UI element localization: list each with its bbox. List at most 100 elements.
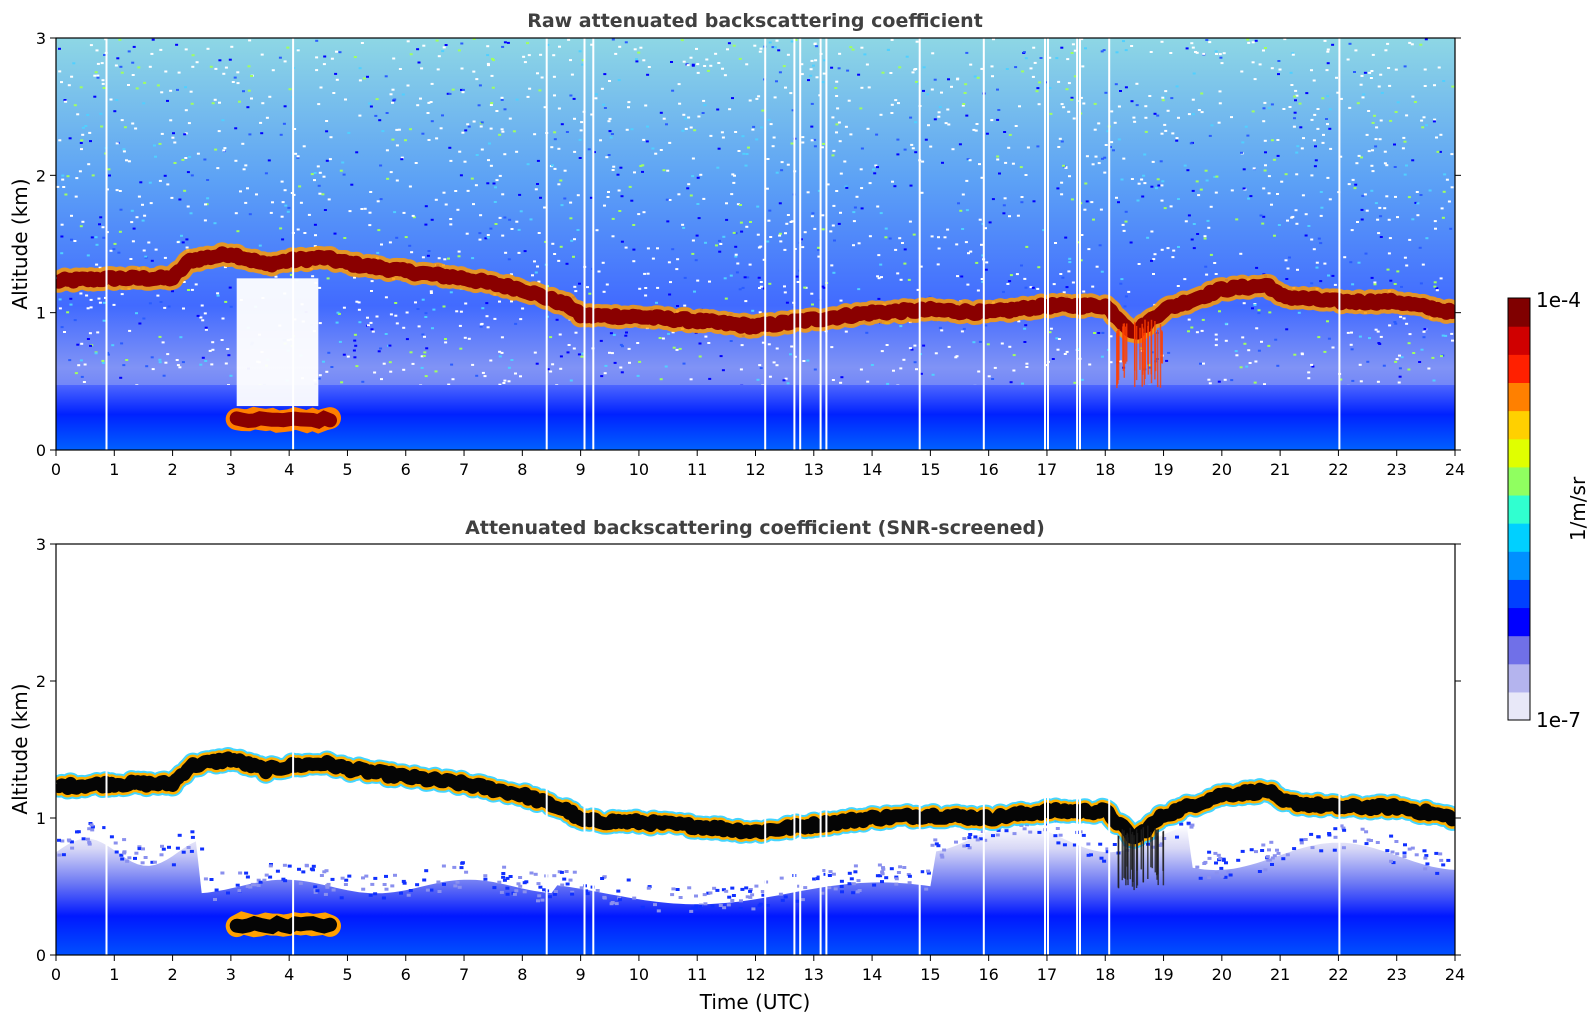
colorbar-cell [1508,579,1530,609]
x-tick-label: 19 [1153,965,1173,984]
x-tick-label: 3 [226,460,236,479]
raw-y-axis-label: Altitude (km) [8,178,32,309]
colorbar-scale [1508,298,1530,721]
raw-low-cloud [229,410,337,430]
x-tick-label: 15 [920,965,940,984]
colorbar-cell [1508,326,1530,355]
x-tick-label: 1 [109,460,119,479]
y-tick-label: 0 [36,946,46,965]
x-tick-label: 2 [167,460,177,479]
x-tick-label: 14 [862,965,882,984]
screened-speckle [57,808,1451,913]
raw-noise-speckle [56,38,1455,411]
x-tick-label: 0 [51,460,61,479]
x-tick-label: 24 [1445,965,1465,984]
x-tick-label: 4 [284,460,294,479]
raw-data-dropouts [105,38,1341,450]
x-tick-label: 6 [401,460,411,479]
raw-panel-title: Raw attenuated backscattering coefficien… [527,10,983,32]
x-tick-label: 0 [51,965,61,984]
x-tick-label: 23 [1387,460,1407,479]
x-tick-label: 9 [576,460,586,479]
y-tick-label: 1 [36,809,46,828]
x-tick-label: 11 [687,965,707,984]
x-tick-label: 17 [1037,460,1057,479]
panel-raw: Raw attenuated backscattering coefficien… [8,10,1465,479]
x-tick-label: 4 [284,965,294,984]
colorbar-cell [1508,523,1530,552]
y-tick-label: 3 [36,535,46,554]
x-tick-label: 19 [1153,460,1173,479]
raw-cloud-layer [56,246,1455,340]
colorbar-cell [1508,691,1530,721]
x-tick-label: 5 [342,965,352,984]
screened-low-cloud [229,915,337,935]
colorbar-max-label: 1e-4 [1536,288,1581,312]
x-tick-label: 12 [745,965,765,984]
x-tick-label: 15 [920,460,940,479]
x-tick-label: 13 [804,965,824,984]
colorbar-frame [1507,297,1531,721]
colorbar-cell [1508,607,1530,637]
colorbar-cell [1508,551,1530,580]
y-tick-label: 0 [36,441,46,460]
screened-y-axis-label: Altitude (km) [8,683,32,814]
x-axis-label: Time (UTC) [699,990,811,1014]
x-tick-label: 24 [1445,460,1465,479]
x-tick-label: 7 [459,965,469,984]
x-tick-label: 21 [1270,965,1290,984]
x-tick-label: 8 [517,460,527,479]
x-tick-label: 11 [687,460,707,479]
screened-y-axis: 0 1 2 3 [36,535,1461,965]
x-tick-label: 10 [629,460,649,479]
x-tick-label: 18 [1095,965,1115,984]
colorbar-cell [1508,354,1530,383]
colorbar-cell [1508,466,1530,496]
screened-data-dropouts [105,544,1341,955]
x-tick-label: 6 [401,965,411,984]
x-tick-label: 16 [978,460,998,479]
screened-precipitation [1117,825,1165,891]
x-tick-label: 22 [1328,965,1348,984]
x-tick-label: 20 [1212,460,1232,479]
raw-y-axis: 0 1 2 3 [36,29,1461,460]
panel-screened: Attenuated backscattering coefficient (S… [8,517,1465,1014]
x-tick-label: 18 [1095,460,1115,479]
colorbar-cell [1508,298,1530,327]
raw-precipitation [1116,319,1163,389]
colorbar: 1e-4 1e-7 1/m/sr [1507,288,1590,732]
y-tick-label: 1 [36,304,46,323]
y-tick-label: 3 [36,29,46,48]
y-tick-label: 2 [36,672,46,691]
screened-boundary-layer [56,824,1455,955]
x-tick-label: 20 [1212,965,1232,984]
x-tick-label: 10 [629,965,649,984]
x-tick-label: 13 [804,460,824,479]
raw-x-axis: 0 1 2 3 4 5 6 7 8 9 10 11 12 13 14 15 16 17 18 19 20 21 22 23 24 [51,450,1465,479]
x-tick-label: 3 [226,965,236,984]
colorbar-cell [1508,663,1530,693]
colorbar-cell [1508,382,1530,412]
x-tick-label: 22 [1328,460,1348,479]
colorbar-unit-label: 1/m/sr [1566,476,1590,541]
x-tick-label: 12 [745,460,765,479]
screened-cloud-layer [56,751,1455,845]
x-tick-label: 7 [459,460,469,479]
screened-panel-title: Attenuated backscattering coefficient (S… [465,517,1045,539]
y-tick-label: 2 [36,166,46,185]
x-tick-label: 5 [342,460,352,479]
colorbar-cell [1508,410,1530,440]
x-tick-label: 14 [862,460,882,479]
x-tick-label: 16 [978,965,998,984]
colorbar-cell [1508,494,1530,524]
x-tick-label: 9 [576,965,586,984]
colorbar-min-label: 1e-7 [1536,708,1581,732]
screened-x-axis: 0 1 2 3 4 5 6 7 8 9 10 11 12 13 14 15 16 17 18 19 20 21 22 23 24 [51,955,1465,984]
raw-signal-gap [236,278,319,407]
x-tick-label: 8 [517,965,527,984]
x-tick-label: 1 [109,965,119,984]
x-tick-label: 23 [1387,965,1407,984]
x-tick-label: 2 [167,965,177,984]
x-tick-label: 17 [1037,965,1057,984]
